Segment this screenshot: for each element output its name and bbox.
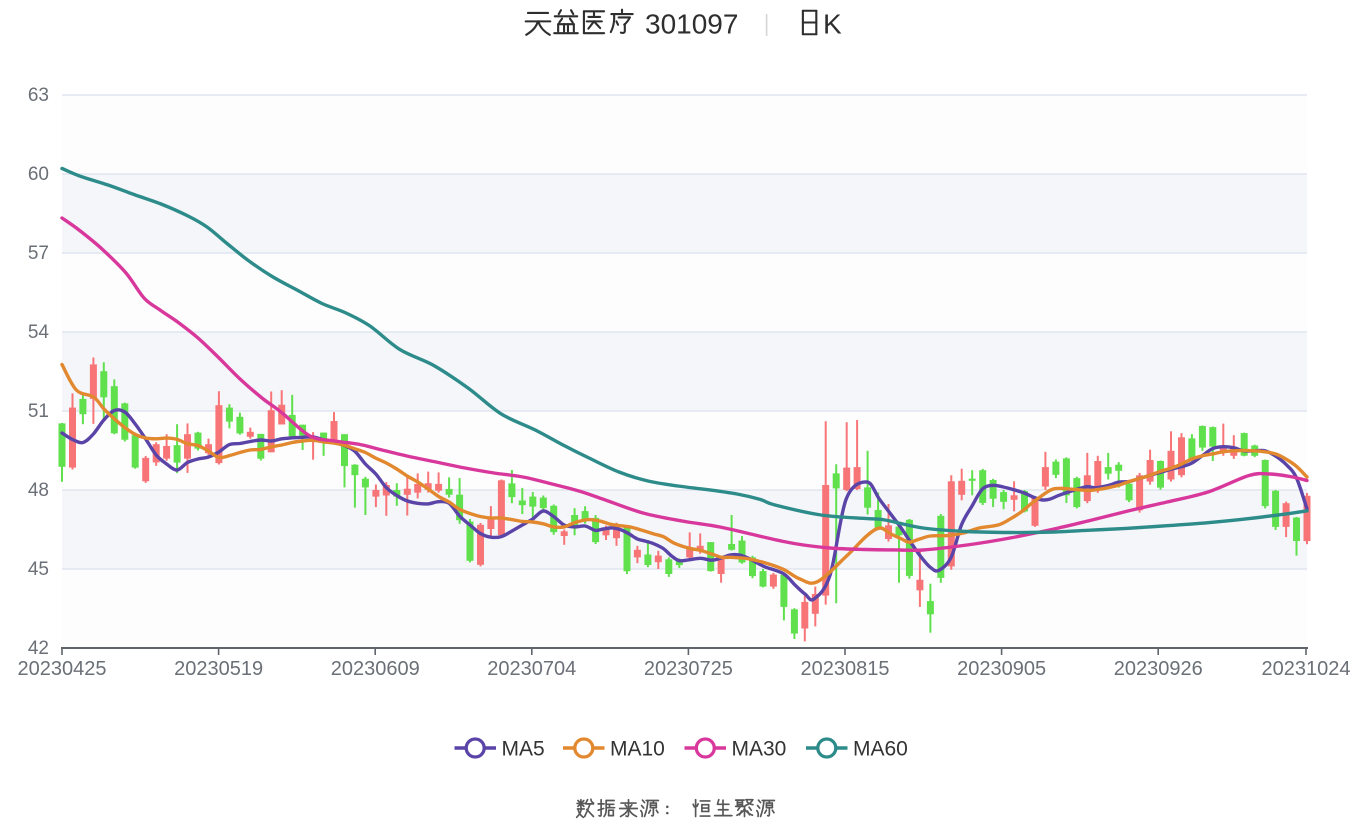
svg-text:MA30: MA30 bbox=[732, 738, 787, 761]
svg-text:20230704: 20230704 bbox=[487, 658, 576, 680]
svg-text:301097: 301097 bbox=[645, 9, 738, 40]
svg-text:MA10: MA10 bbox=[610, 738, 665, 761]
svg-text:20231024: 20231024 bbox=[1262, 658, 1351, 680]
svg-text:20230815: 20230815 bbox=[801, 658, 890, 680]
svg-text:54: 54 bbox=[28, 322, 50, 343]
svg-text:60: 60 bbox=[28, 164, 49, 185]
svg-text:63: 63 bbox=[28, 85, 49, 106]
svg-text:20230425: 20230425 bbox=[18, 658, 107, 680]
svg-text:20230725: 20230725 bbox=[644, 658, 733, 680]
svg-text:42: 42 bbox=[28, 638, 49, 659]
svg-text:20230926: 20230926 bbox=[1114, 658, 1203, 680]
svg-text:MA5: MA5 bbox=[502, 738, 545, 761]
svg-text:45: 45 bbox=[28, 559, 49, 580]
svg-text:20230609: 20230609 bbox=[331, 658, 420, 680]
svg-text:MA60: MA60 bbox=[853, 738, 908, 761]
svg-text:51: 51 bbox=[28, 401, 49, 422]
svg-text:20230905: 20230905 bbox=[957, 658, 1046, 680]
svg-text:48: 48 bbox=[28, 480, 49, 501]
svg-text:K: K bbox=[823, 9, 842, 40]
svg-text:57: 57 bbox=[28, 243, 49, 264]
svg-text:20230519: 20230519 bbox=[174, 658, 263, 680]
